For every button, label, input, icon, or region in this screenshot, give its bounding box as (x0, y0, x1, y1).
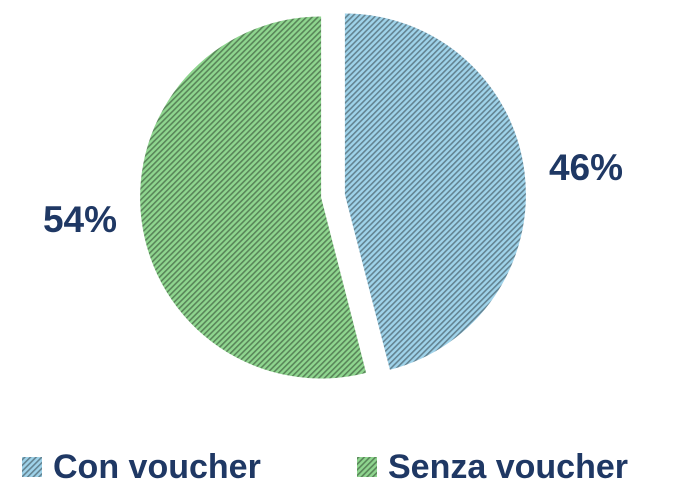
legend-marker (357, 457, 377, 477)
legend-marker (22, 457, 42, 477)
data-label: 54% (43, 199, 117, 240)
data-label: 46% (549, 147, 623, 188)
pie-slice (140, 16, 367, 379)
pie-slice (344, 13, 526, 370)
legend-label: Con voucher (53, 448, 261, 486)
legend-label: Senza voucher (388, 448, 628, 486)
